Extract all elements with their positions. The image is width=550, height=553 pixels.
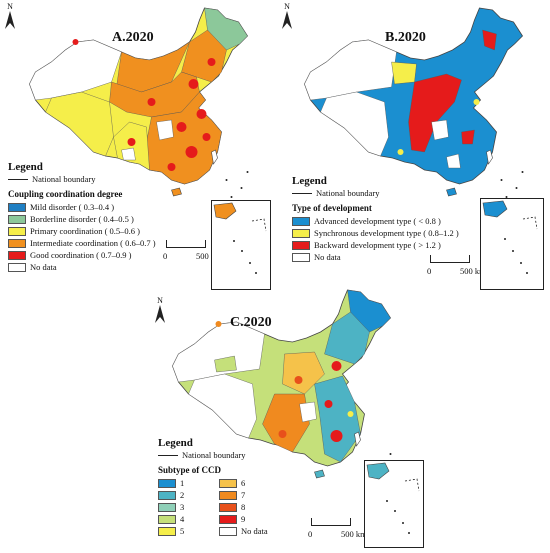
panel-title-a: A.2020 — [112, 30, 154, 45]
legend-swatch-icon — [292, 240, 310, 250]
scalebar-icon — [430, 255, 470, 263]
legend-item-label: 3 — [180, 501, 185, 512]
legend-item: Primary coordination ( 0.5–0.6 ) — [8, 226, 156, 237]
map-a — [29, 7, 249, 198]
map-b — [304, 7, 524, 198]
legend-swatch-icon — [8, 214, 26, 224]
legend-boundary: National boundary — [158, 451, 279, 460]
legend-item-label: No data — [241, 525, 268, 536]
legend-item-label: Advanced development type ( < 0.8 ) — [314, 215, 441, 226]
legend-item-label: 1 — [180, 477, 185, 488]
legend-item: No data — [292, 252, 459, 263]
legend-swatch-icon — [219, 502, 237, 512]
panel-title-c: C.2020 — [230, 315, 272, 330]
panel-c: N C.2020 Legend National boundary Subtyp… — [138, 282, 428, 553]
legend-swatch-icon — [219, 514, 237, 524]
legend-swatch-icon — [8, 250, 26, 260]
legend-swatch-icon — [292, 216, 310, 226]
legend-item-label: 6 — [241, 477, 246, 488]
legend-title: Legend — [292, 175, 327, 187]
legend-item: 4 — [158, 514, 218, 525]
inset-map-b — [480, 198, 544, 290]
legend-c: Legend National boundary Subtype of CCD … — [158, 438, 279, 537]
legend-item: 6 — [219, 478, 279, 489]
north-arrow-a: N — [3, 2, 17, 31]
legend-swatch-icon — [219, 526, 237, 536]
boundary-line-icon — [8, 178, 28, 180]
legend-item-label: No data — [314, 251, 341, 262]
legend-item: 5 — [158, 526, 218, 537]
legend-item: Borderline disorder ( 0.4–0.5 ) — [8, 214, 156, 225]
legend-item-label: 4 — [180, 513, 185, 524]
legend-swatch-icon — [158, 478, 176, 488]
legend-item-label: Mild disorder ( 0.3–0.4 ) — [30, 201, 115, 212]
legend-item-label: Primary coordination ( 0.5–0.6 ) — [30, 225, 141, 236]
legend-swatch-icon — [158, 526, 176, 536]
legend-swatch-icon — [158, 502, 176, 512]
legend-item: Synchronous development type ( 0.8–1.2 ) — [292, 228, 459, 239]
south-china-sea-inset — [366, 462, 420, 534]
inset-map-c — [364, 460, 424, 548]
legend-swatch-icon — [8, 262, 26, 272]
legend-swatch-icon — [8, 238, 26, 248]
legend-item-label: 8 — [241, 501, 246, 512]
legend-item: Advanced development type ( < 0.8 ) — [292, 216, 459, 227]
legend-item-label: 7 — [241, 489, 246, 500]
legend-swatch-icon — [158, 490, 176, 500]
legend-item-label: 9 — [241, 513, 246, 524]
panel-title-b: B.2020 — [385, 30, 426, 45]
legend-item: 7 — [219, 490, 279, 501]
legend-item-label: 5 — [180, 525, 185, 536]
legend-swatch-icon — [219, 478, 237, 488]
legend-item: 2 — [158, 490, 218, 501]
legend-item: Intermediate coordination ( 0.6–0.7 ) — [8, 238, 156, 249]
legend-item: 8 — [219, 502, 279, 513]
legend-boundary: National boundary — [8, 175, 156, 184]
legend-item-label: Synchronous development type ( 0.8–1.2 ) — [314, 227, 459, 238]
legend-item: No data — [8, 262, 156, 273]
scalebar-icon — [311, 518, 351, 526]
legend-subtitle: Type of development — [292, 202, 372, 213]
legend-a: Legend National boundary Coupling coordi… — [8, 162, 156, 273]
north-arrow-c: N — [153, 296, 167, 325]
map-c — [172, 289, 392, 480]
legend-subtitle: Subtype of CCD — [158, 464, 222, 475]
legend-item-label: Borderline disorder ( 0.4–0.5 ) — [30, 213, 134, 224]
legend-item: No data — [219, 526, 279, 537]
legend-item: Mild disorder ( 0.3–0.4 ) — [8, 202, 156, 213]
legend-title: Legend — [8, 161, 43, 173]
panel-b: N B.2020 Legend National boundary Type o… — [275, 0, 550, 300]
legend-item-label: Intermediate coordination ( 0.6–0.7 ) — [30, 237, 156, 248]
legend-swatch-icon — [292, 252, 310, 262]
north-arrow-icon — [155, 305, 165, 323]
legend-subtitle: Coupling coordination degree — [8, 188, 123, 199]
legend-boundary: National boundary — [292, 189, 459, 198]
legend-item: Good coordination ( 0.7–0.9 ) — [8, 250, 156, 261]
legend-item-label: Good coordination ( 0.7–0.9 ) — [30, 249, 132, 260]
legend-swatch-icon — [8, 226, 26, 236]
north-arrow-icon — [5, 11, 15, 29]
legend-item: 1 — [158, 478, 218, 489]
legend-item: 3 — [158, 502, 218, 513]
legend-swatch-icon — [8, 202, 26, 212]
boundary-line-icon — [158, 454, 178, 456]
legend-item: Backward development type ( > 1.2 ) — [292, 240, 459, 251]
north-arrow-icon — [282, 11, 292, 29]
boundary-line-icon — [292, 192, 312, 194]
legend-item-label: 2 — [180, 489, 185, 500]
legend-swatch-icon — [219, 490, 237, 500]
legend-swatch-icon — [158, 514, 176, 524]
legend-swatch-icon — [292, 228, 310, 238]
legend-item-label: Backward development type ( > 1.2 ) — [314, 239, 441, 250]
panel-a: N A.2020 Legend National boundary Coupli… — [0, 0, 275, 300]
legend-item-label: No data — [30, 261, 57, 272]
legend-item: 9 — [219, 514, 279, 525]
south-china-sea-inset — [213, 202, 267, 274]
legend-title: Legend — [158, 437, 193, 449]
north-arrow-b: N — [280, 2, 294, 31]
south-china-sea-inset — [482, 200, 538, 274]
inset-map-a — [211, 200, 271, 290]
scalebar-icon — [166, 240, 206, 248]
legend-b: Legend National boundary Type of develop… — [292, 176, 459, 263]
